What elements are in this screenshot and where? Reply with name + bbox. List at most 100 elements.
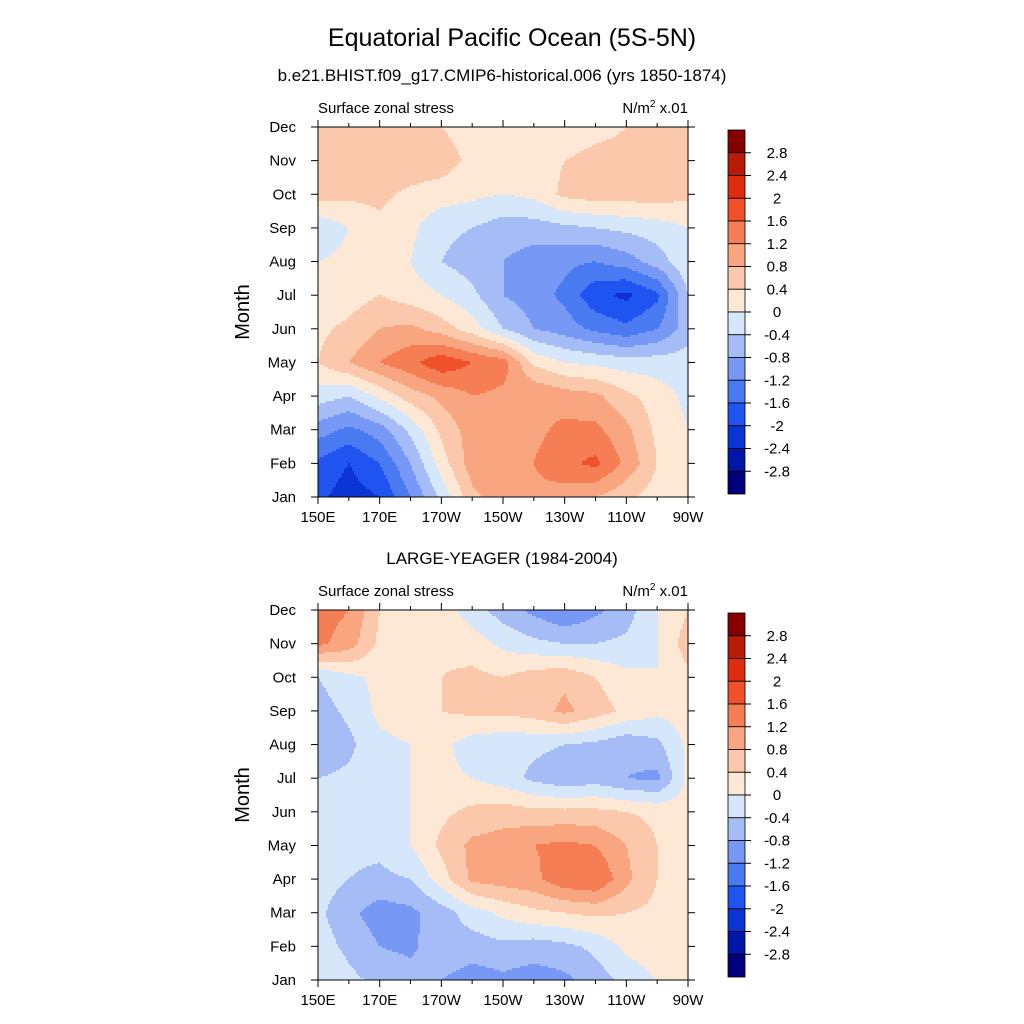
panel-model-contour-cell xyxy=(318,369,335,372)
panel-model-contour-cell xyxy=(318,421,375,424)
panel-model-contour-cell xyxy=(404,481,419,484)
panel-model-contour-cell xyxy=(644,237,688,240)
panel-model-contour-cell xyxy=(546,343,605,346)
panel-obs-contour-cell xyxy=(556,706,573,709)
panel-obs-contour-cell xyxy=(658,666,688,669)
panel-model-colorbar-swatch xyxy=(727,220,746,245)
panel-obs-contour-cell xyxy=(678,638,688,641)
panel-model-contour-cell xyxy=(420,223,483,226)
panel-model-contour-cell xyxy=(460,329,487,332)
panel-model-contour-cell xyxy=(504,277,565,280)
panel-obs-contour-cell xyxy=(658,862,688,865)
panel-model-contour-cell xyxy=(352,357,387,360)
panel-obs-contour-cell xyxy=(644,770,659,773)
panel-model-contour-cell xyxy=(414,471,427,474)
panel-obs-contour-cell xyxy=(410,752,455,755)
panel-model-contour-cell xyxy=(602,245,659,248)
panel-model-contour-cell xyxy=(528,337,575,340)
panel-model-contour-cell xyxy=(440,177,561,180)
panel-model-contour-cell xyxy=(318,251,335,254)
panel-obs-contour-cell xyxy=(456,912,495,915)
panel-obs-contour-cell xyxy=(658,716,688,719)
panel-model-contour-cell xyxy=(450,205,549,208)
panel-obs-contour-cell xyxy=(318,662,611,665)
panel-model-contour-cell xyxy=(604,263,649,266)
panel-obs-contour-cell xyxy=(332,928,371,931)
panel-model-contour-cell xyxy=(448,411,619,414)
panel-model-contour-cell xyxy=(336,325,395,328)
panel-obs-contour-cell xyxy=(670,782,685,785)
panel-model-contour-cell xyxy=(318,449,337,452)
panel-model-contour-cell xyxy=(618,411,647,414)
panel-model-contour-cell xyxy=(318,483,337,486)
panel-obs-contour-cell xyxy=(576,824,649,827)
panel-model-contour-cell xyxy=(434,487,447,490)
panel-obs-contour-cell xyxy=(466,806,525,809)
panel-model-contour-cell xyxy=(376,409,399,412)
panel-model-contour-cell xyxy=(558,285,589,288)
panel-obs-contour-cell xyxy=(410,800,631,803)
panel-model-contour-cell xyxy=(542,441,613,444)
panel-obs-contour-cell xyxy=(410,878,433,881)
panel-obs-colorbar-label: -2.4 xyxy=(764,924,790,941)
panel-model-contour-cell xyxy=(558,187,688,190)
panel-model-contour-cell xyxy=(442,405,613,408)
panel-obs-contour-cell xyxy=(628,776,661,779)
panel-obs-contour-cell xyxy=(614,706,688,709)
panel-obs-contour-cell xyxy=(328,918,363,921)
panel-model-contour-cell xyxy=(442,443,463,446)
panel-model-contour-cell xyxy=(620,463,641,466)
panel-model-contour-cell xyxy=(504,283,561,286)
panel-obs-contour-cell xyxy=(328,642,359,645)
panel-model-contour-cell xyxy=(454,347,489,350)
panel-model-contour-cell xyxy=(652,289,667,292)
panel-model-contour-cell xyxy=(504,271,571,274)
panel-model-contour-cell xyxy=(454,475,471,478)
panel-model-contour-cell xyxy=(532,323,579,326)
panel-obs-contour-cell xyxy=(410,838,439,841)
panel-obs-contour-cell xyxy=(466,620,501,623)
panel-model-contour-cell xyxy=(478,293,505,296)
panel-obs-contour-cell xyxy=(364,656,575,659)
panel-model-contour-cell xyxy=(320,437,375,440)
panel-obs-contour-cell xyxy=(414,882,437,885)
panel-model-contour-cell xyxy=(434,211,573,214)
panel-model-contour-cell xyxy=(568,273,643,276)
panel-obs-contour-cell xyxy=(658,656,683,659)
panel-obs-contour-cell xyxy=(318,750,355,753)
panel-model-contour-cell xyxy=(402,383,437,386)
panel-obs-contour-cell xyxy=(362,624,379,627)
panel-model-contour-cell xyxy=(422,461,435,464)
panel-model-contour-cell xyxy=(652,355,688,358)
panel-model-contour-cell xyxy=(560,419,579,422)
panel-model-contour-cell xyxy=(360,389,387,392)
panel-obs-contour-cell xyxy=(422,890,447,893)
panel-obs-colorbar-label: -2.8 xyxy=(764,946,790,963)
panel-model-contour-cell xyxy=(460,161,565,164)
panel-model-contour-cell xyxy=(618,345,635,348)
panel-obs-contour-cell xyxy=(354,660,601,663)
panel-obs-contour-cell xyxy=(342,952,399,955)
panel-obs-contour-cell xyxy=(318,970,357,973)
panel-model-contour-cell xyxy=(674,389,688,392)
panel-obs-contour-cell xyxy=(686,616,688,619)
panel-model-contour-cell xyxy=(372,299,391,302)
panel-obs-contour-cell xyxy=(318,666,467,669)
panel-model-contour-cell xyxy=(374,421,397,424)
panel-obs-colorbar-label: -1.2 xyxy=(764,855,790,872)
panel-obs-contour-cell xyxy=(356,970,457,973)
panel-obs-contour-cell xyxy=(336,940,377,943)
panel-obs-contour-cell xyxy=(318,748,355,751)
panel-model-contour-cell xyxy=(488,221,551,224)
panel-model-contour-cell xyxy=(400,475,417,478)
panel-model-contour-cell xyxy=(596,455,619,458)
panel-obs-contour-cell xyxy=(584,796,599,799)
panel-obs-contour-cell xyxy=(684,768,688,771)
panel-obs-contour-cell xyxy=(334,630,361,633)
panel-obs-contour-cell xyxy=(656,886,688,889)
panel-obs-contour-cell xyxy=(672,778,685,781)
panel-model-contour-cell xyxy=(436,383,505,386)
panel-obs-contour-cell xyxy=(632,734,681,737)
panel-obs-contour-cell xyxy=(318,780,411,783)
panel-obs-contour-cell xyxy=(468,926,561,929)
